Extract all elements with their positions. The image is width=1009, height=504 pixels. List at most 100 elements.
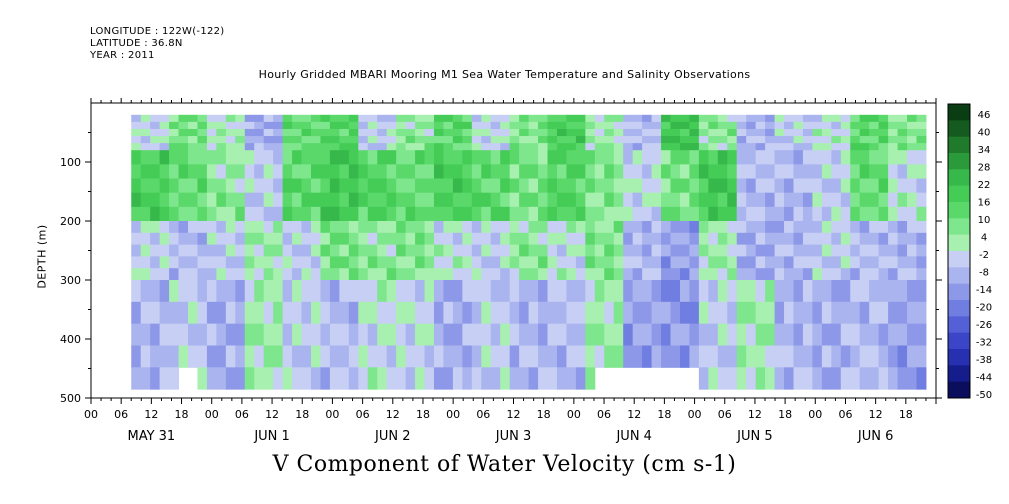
- heatmap-cell: [159, 367, 170, 390]
- heatmap-cell: [689, 143, 700, 151]
- heatmap-cell: [273, 192, 284, 208]
- heatmap-cell: [538, 150, 549, 165]
- heatmap-cell: [594, 114, 605, 123]
- heatmap-cell: [755, 244, 766, 257]
- heatmap-cell: [793, 178, 804, 194]
- heatmap-cell: [727, 367, 738, 390]
- heatmap-cell: [282, 178, 293, 194]
- heatmap-cell: [727, 164, 738, 180]
- heatmap-cell: [433, 150, 444, 165]
- heatmap-cell: [594, 136, 605, 144]
- heatmap-cell: [840, 121, 851, 130]
- heatmap-cell: [793, 150, 804, 165]
- heatmap-cell: [320, 143, 331, 151]
- heatmap-cell: [547, 128, 558, 137]
- heatmap-cell: [821, 121, 832, 130]
- heatmap-cell: [301, 150, 312, 165]
- heatmap-cell: [244, 221, 255, 234]
- heatmap-cell: [907, 268, 917, 281]
- colorbar-swatch: [948, 185, 970, 203]
- heatmap-cell: [216, 143, 227, 151]
- heatmap-cell: [538, 164, 549, 180]
- heatmap-cell: [727, 150, 738, 165]
- heatmap-cell: [793, 268, 804, 281]
- heatmap-cell: [424, 150, 435, 165]
- x-tick-label: 12: [748, 408, 762, 421]
- heatmap-cell: [206, 192, 217, 208]
- heatmap-cell: [188, 244, 198, 257]
- heatmap-cell: [651, 256, 662, 269]
- heatmap-cell: [519, 232, 530, 246]
- heatmap-cell: [396, 136, 407, 144]
- chart-title: Hourly Gridded MBARI Mooring M1 Sea Wate…: [258, 68, 751, 81]
- heatmap-cell: [273, 256, 284, 269]
- heatmap-cell: [575, 256, 586, 269]
- heatmap-cell: [320, 345, 331, 368]
- heatmap-cell: [386, 192, 397, 208]
- heatmap-cell: [547, 143, 558, 151]
- heatmap-cell: [594, 150, 605, 165]
- heatmap-cell: [907, 178, 917, 194]
- heatmap-cell: [235, 244, 246, 257]
- heatmap-cell: [282, 323, 293, 346]
- heatmap-cell: [471, 268, 482, 281]
- heatmap-cell: [755, 367, 766, 390]
- heatmap-cell: [897, 143, 908, 151]
- heatmap-cell: [471, 221, 482, 234]
- heatmap-cell: [755, 323, 766, 346]
- colorbar-swatch: [948, 381, 970, 399]
- heatmap-cell: [329, 143, 340, 151]
- heatmap-cell: [878, 114, 889, 123]
- heatmap-cell: [585, 323, 596, 346]
- heatmap-cell: [396, 178, 407, 194]
- heatmap-cell: [623, 232, 634, 246]
- x-tick-label: 00: [325, 408, 339, 421]
- heatmap-cell: [623, 192, 634, 208]
- heatmap-cell: [755, 345, 766, 368]
- heatmap-cell: [254, 150, 265, 165]
- heatmap-cell: [519, 164, 530, 180]
- heatmap-cell: [339, 323, 350, 346]
- heatmap-cell: [197, 192, 208, 208]
- heatmap-cell: [235, 323, 246, 346]
- heatmap-cell: [698, 192, 709, 208]
- heatmap-cell: [386, 136, 397, 144]
- heatmap-cell: [263, 280, 274, 303]
- heatmap-cell: [850, 323, 861, 346]
- y-tick-label: 100: [60, 156, 81, 169]
- heatmap-cell: [897, 256, 908, 269]
- heatmap-cell: [519, 121, 530, 130]
- x-tick-label: 06: [838, 408, 852, 421]
- heatmap-cell: [642, 280, 653, 303]
- heatmap-cell: [310, 143, 321, 151]
- heatmap-cell: [774, 114, 785, 123]
- heatmap-cell: [802, 150, 813, 165]
- heatmap-cell: [888, 301, 899, 325]
- heatmap-cell: [821, 268, 832, 281]
- x-tick-label: 12: [869, 408, 883, 421]
- heatmap-cell: [651, 232, 662, 246]
- heatmap-cell: [907, 136, 917, 144]
- heatmap-cell: [604, 323, 615, 346]
- heatmap-cell: [329, 121, 340, 130]
- heatmap-cell: [575, 178, 586, 194]
- heatmap-cell: [538, 232, 549, 246]
- heatmap-cell: [377, 323, 388, 346]
- heatmap-cell: [254, 136, 265, 144]
- heatmap-cell: [594, 206, 605, 222]
- heatmap-cell: [140, 268, 151, 281]
- heatmap-cell: [405, 206, 416, 222]
- heatmap-cell: [528, 268, 539, 281]
- heatmap-cell: [755, 206, 766, 222]
- heatmap-cell: [821, 178, 832, 194]
- heatmap-cell: [358, 206, 369, 222]
- heatmap-cell: [821, 345, 832, 368]
- heatmap-cell: [538, 256, 549, 269]
- heatmap-cell: [471, 301, 482, 325]
- heatmap-cell: [897, 121, 908, 130]
- heatmap-cell: [150, 121, 161, 130]
- heatmap-cell: [301, 164, 312, 180]
- heatmap-cell: [538, 367, 549, 390]
- heatmap-cell: [708, 221, 719, 234]
- heatmap-cell: [708, 150, 719, 165]
